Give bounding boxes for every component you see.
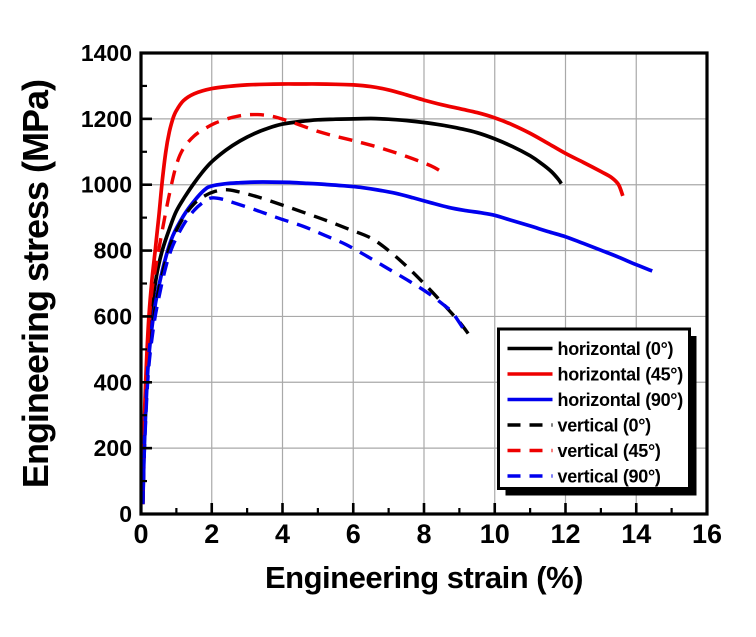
y-axis-title: Engineering stress (MPa) (15, 79, 56, 489)
x-tick-label: 14 (621, 519, 651, 549)
legend-item: vertical (0°) (507, 416, 652, 436)
y-tick-label: 1200 (81, 106, 132, 132)
legend-label: vertical (45°) (558, 441, 661, 461)
x-tick-label: 2 (204, 519, 219, 549)
legend-item: horizontal (0°) (507, 339, 674, 359)
legend-label: horizontal (90°) (558, 390, 684, 410)
y-tick-label: 1000 (81, 172, 132, 198)
x-axis-title: Engineering strain (%) (265, 560, 583, 595)
x-tick-label: 16 (692, 519, 722, 549)
legend-label: horizontal (45°) (558, 365, 684, 385)
legend-label: vertical (0°) (558, 416, 652, 436)
x-tick-label: 8 (416, 519, 431, 549)
y-tick-label: 1400 (81, 40, 132, 66)
legend-item: vertical (90°) (507, 467, 661, 487)
x-tick-label: 10 (480, 519, 510, 549)
y-tick-label: 200 (94, 435, 132, 461)
curve-horizontal-45 (140, 82, 625, 505)
y-tick-label: 600 (94, 303, 132, 329)
legend-label: vertical (90°) (558, 467, 661, 487)
legend-label: horizontal (0°) (558, 339, 674, 359)
curve-horizontal-0 (140, 116, 563, 505)
legend: horizontal (0°) horizontal (45°) horizonta… (497, 327, 697, 496)
x-tick-label: 4 (275, 519, 290, 549)
y-tick-label: 800 (94, 238, 132, 264)
curve-vertical-90 (141, 196, 465, 505)
x-tick-label: 6 (346, 519, 361, 549)
legend-item: horizontal (45°) (507, 365, 684, 385)
legend-item: horizontal (90°) (507, 390, 684, 410)
curve-horizontal-90 (140, 180, 653, 505)
x-tick-label: 0 (133, 519, 148, 549)
y-tick-label: 400 (94, 369, 132, 395)
legend-item: vertical (45°) (507, 441, 661, 461)
x-tick-label: 12 (550, 519, 580, 549)
y-tick-label: 0 (119, 501, 132, 527)
legend-box (497, 327, 691, 490)
